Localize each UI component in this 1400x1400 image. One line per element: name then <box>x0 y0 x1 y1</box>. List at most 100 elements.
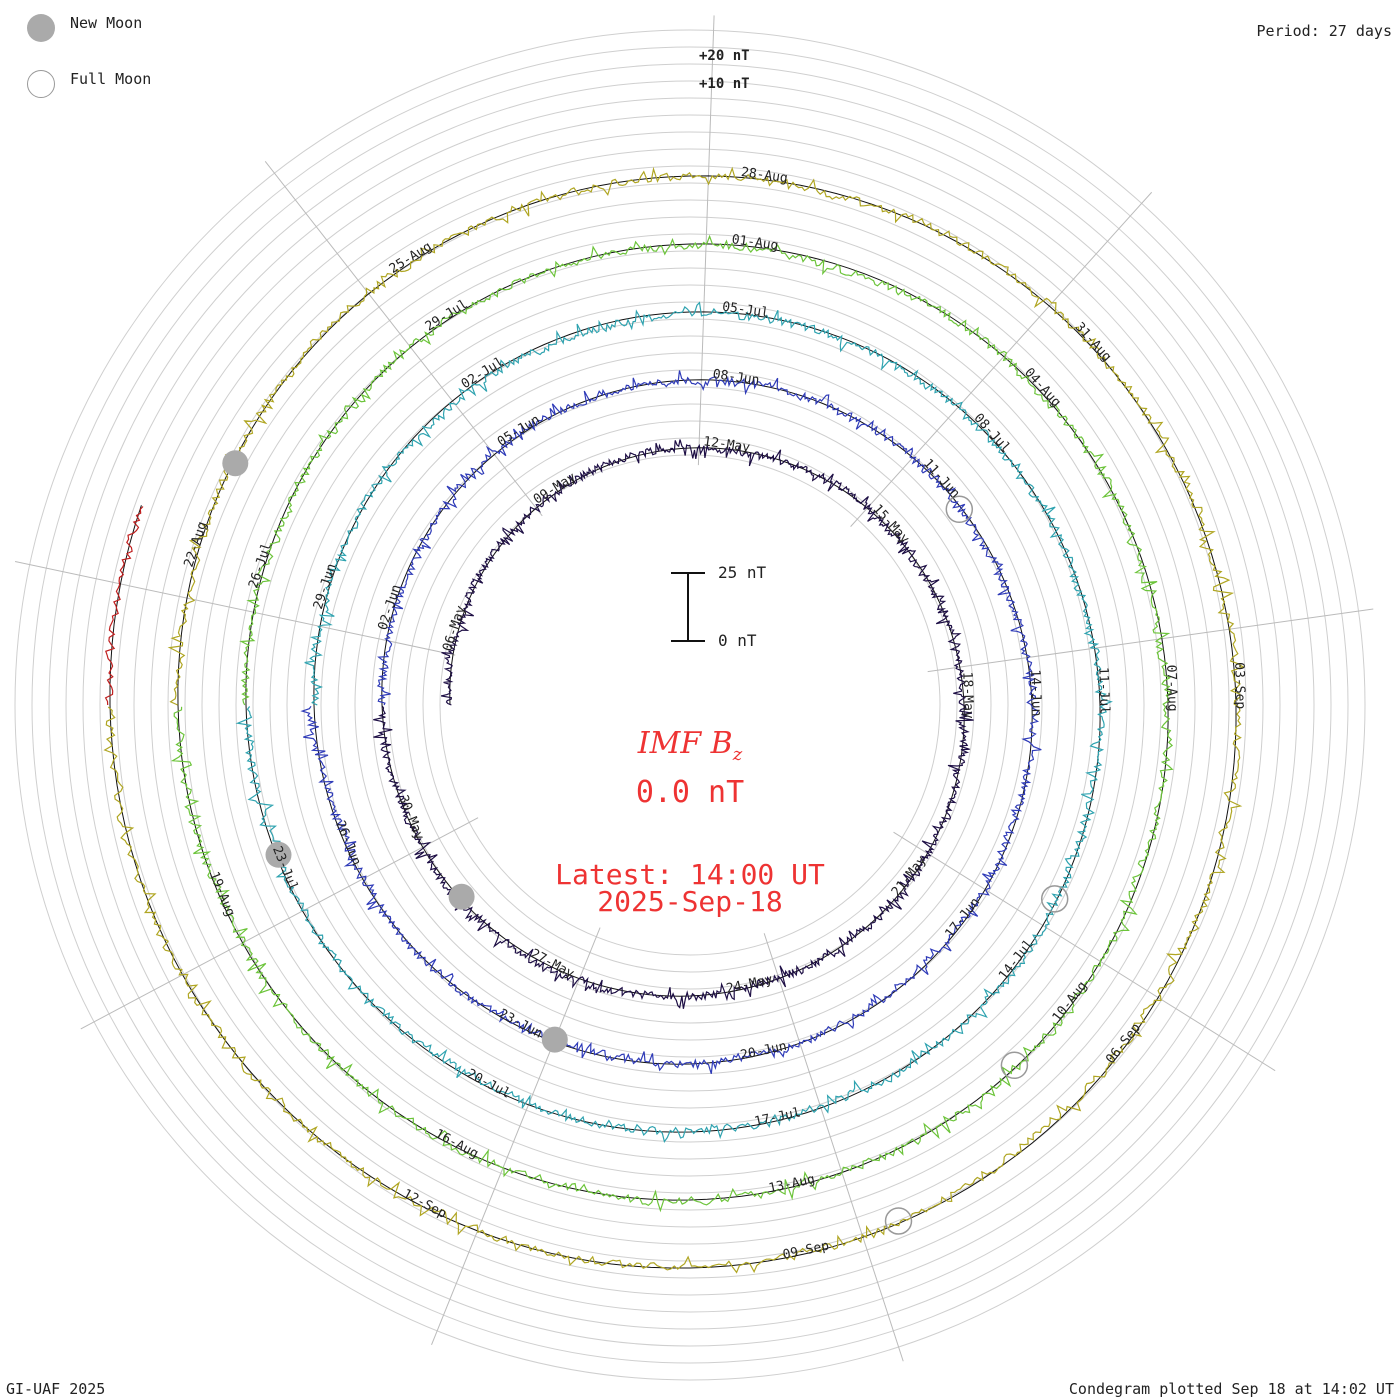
date-label: 08-Jun <box>712 367 761 388</box>
date-label: 03-Sep <box>1231 662 1248 710</box>
date-label: 13-Aug <box>767 1172 816 1196</box>
radial-spoke <box>893 831 1276 1072</box>
date-label: 04-Aug <box>1021 365 1064 410</box>
date-label: 20-Jul <box>464 1066 513 1101</box>
period-label: Period: 27 days <box>1256 22 1392 40</box>
radial-spoke <box>14 561 456 656</box>
radial-spoke <box>850 191 1153 527</box>
radial-spoke <box>697 15 715 466</box>
bz-trace <box>104 506 144 706</box>
grid-circle <box>14 29 1366 1381</box>
new-moon-marker <box>541 1026 568 1053</box>
full-moon-marker <box>1040 885 1069 913</box>
zero-baseline <box>313 379 1033 1065</box>
grid-circle <box>252 267 1128 1143</box>
new-moon-legend-swatch <box>27 14 55 42</box>
full-moon-marker <box>945 495 974 524</box>
date-label: 16-Aug <box>432 1127 481 1162</box>
grid-circle <box>320 335 1060 1075</box>
title-main: IMF B <box>637 726 733 761</box>
credit-label: GI-UAF 2025 <box>6 1380 106 1398</box>
grid-circle <box>354 369 1026 1041</box>
grid-circle <box>116 131 1264 1279</box>
grid-circle <box>439 454 941 956</box>
radial-spoke <box>264 160 543 517</box>
latest-date: 2025-Sep-18 <box>597 885 783 918</box>
grid-circle <box>405 420 975 990</box>
date-label: 15-May <box>870 502 913 547</box>
bz-trace <box>300 370 1042 1074</box>
grid-circle <box>48 63 1332 1347</box>
grid-circle <box>269 284 1111 1126</box>
grid-circle <box>201 216 1179 1194</box>
bz-trace <box>103 166 1245 1274</box>
scale-bar-bottom-label: 0 nT <box>718 631 757 650</box>
new-moon-marker <box>222 450 249 477</box>
radial-spoke <box>431 927 601 1345</box>
current-value: 0.0 nT <box>635 775 745 810</box>
date-label: 23-Jun <box>496 1006 545 1041</box>
date-label: 01-Aug <box>731 232 780 253</box>
date-label: 25-Aug <box>387 239 435 277</box>
grid-circle <box>133 148 1247 1262</box>
grid-circle <box>235 250 1145 1160</box>
full-moon-legend-swatch <box>27 70 55 98</box>
ring-scale-label-10: +10 nT <box>699 76 750 92</box>
moon-markers <box>222 450 1069 1235</box>
new-moon-marker <box>265 841 292 868</box>
grid-circle <box>218 233 1162 1177</box>
bz-trace <box>373 439 974 1009</box>
bz-traces <box>103 166 1245 1274</box>
grid-circle <box>286 301 1094 1109</box>
scale-bar <box>671 572 705 642</box>
date-label: 29-Jul <box>423 297 471 335</box>
full-moon-legend-label: Full Moon <box>70 70 152 88</box>
full-moon-marker <box>884 1207 913 1235</box>
plotted-timestamp: Condegram plotted Sep 18 at 14:02 UT <box>1068 1380 1394 1398</box>
zero-baseline <box>245 311 1101 1133</box>
grid-circle <box>388 403 992 1007</box>
radial-spoke <box>927 608 1374 673</box>
date-label: 05-Jul <box>721 300 770 321</box>
date-label: 31-Aug <box>1072 320 1115 365</box>
chart-title: IMF Bz <box>0 726 1380 765</box>
bz-trace <box>170 234 1174 1213</box>
date-label: 02-Jul <box>459 355 507 393</box>
radial-spokes <box>14 15 1374 1362</box>
grid-circle <box>82 97 1298 1313</box>
new-moon-legend-label: New Moon <box>70 14 143 32</box>
grid-circle <box>150 165 1230 1245</box>
date-label: 11-Jul <box>1095 667 1112 714</box>
date-label: 11-Jun <box>920 456 963 501</box>
date-label: 12-May <box>702 434 751 455</box>
ring-grid <box>14 29 1366 1381</box>
grid-circle <box>422 437 958 973</box>
grid-circle <box>31 46 1349 1364</box>
date-label: 05-Jun <box>495 412 543 450</box>
date-label: 17-Jul <box>753 1105 802 1129</box>
date-label: 20-Jun <box>739 1039 788 1063</box>
scale-bar-top-label: 25 nT <box>718 563 767 582</box>
radial-spoke <box>80 817 479 1030</box>
grid-circle <box>303 318 1077 1092</box>
date-label: 12-Sep <box>400 1187 449 1222</box>
new-moon-marker <box>448 883 475 910</box>
date-label: 07-Aug <box>1163 664 1180 711</box>
radial-spoke <box>763 933 904 1362</box>
latest-time: Latest: 14:00 UT <box>555 858 825 891</box>
date-label: 28-Aug <box>740 165 789 186</box>
grid-circle <box>65 80 1315 1330</box>
bz-trace <box>235 301 1113 1143</box>
full-moon-marker <box>1000 1051 1029 1080</box>
ring-scale-label-20: +20 nT <box>699 48 750 64</box>
date-label: 08-Jul <box>971 411 1014 456</box>
date-label: 18-May <box>959 672 976 720</box>
grid-circle <box>167 182 1213 1228</box>
date-label: 14-Jun <box>1027 669 1044 716</box>
date-label: 09-Sep <box>781 1238 830 1262</box>
grid-circle <box>371 386 1009 1024</box>
grid-circle <box>99 114 1281 1296</box>
grid-circle <box>184 199 1196 1211</box>
date-label: 09-May <box>531 470 579 508</box>
